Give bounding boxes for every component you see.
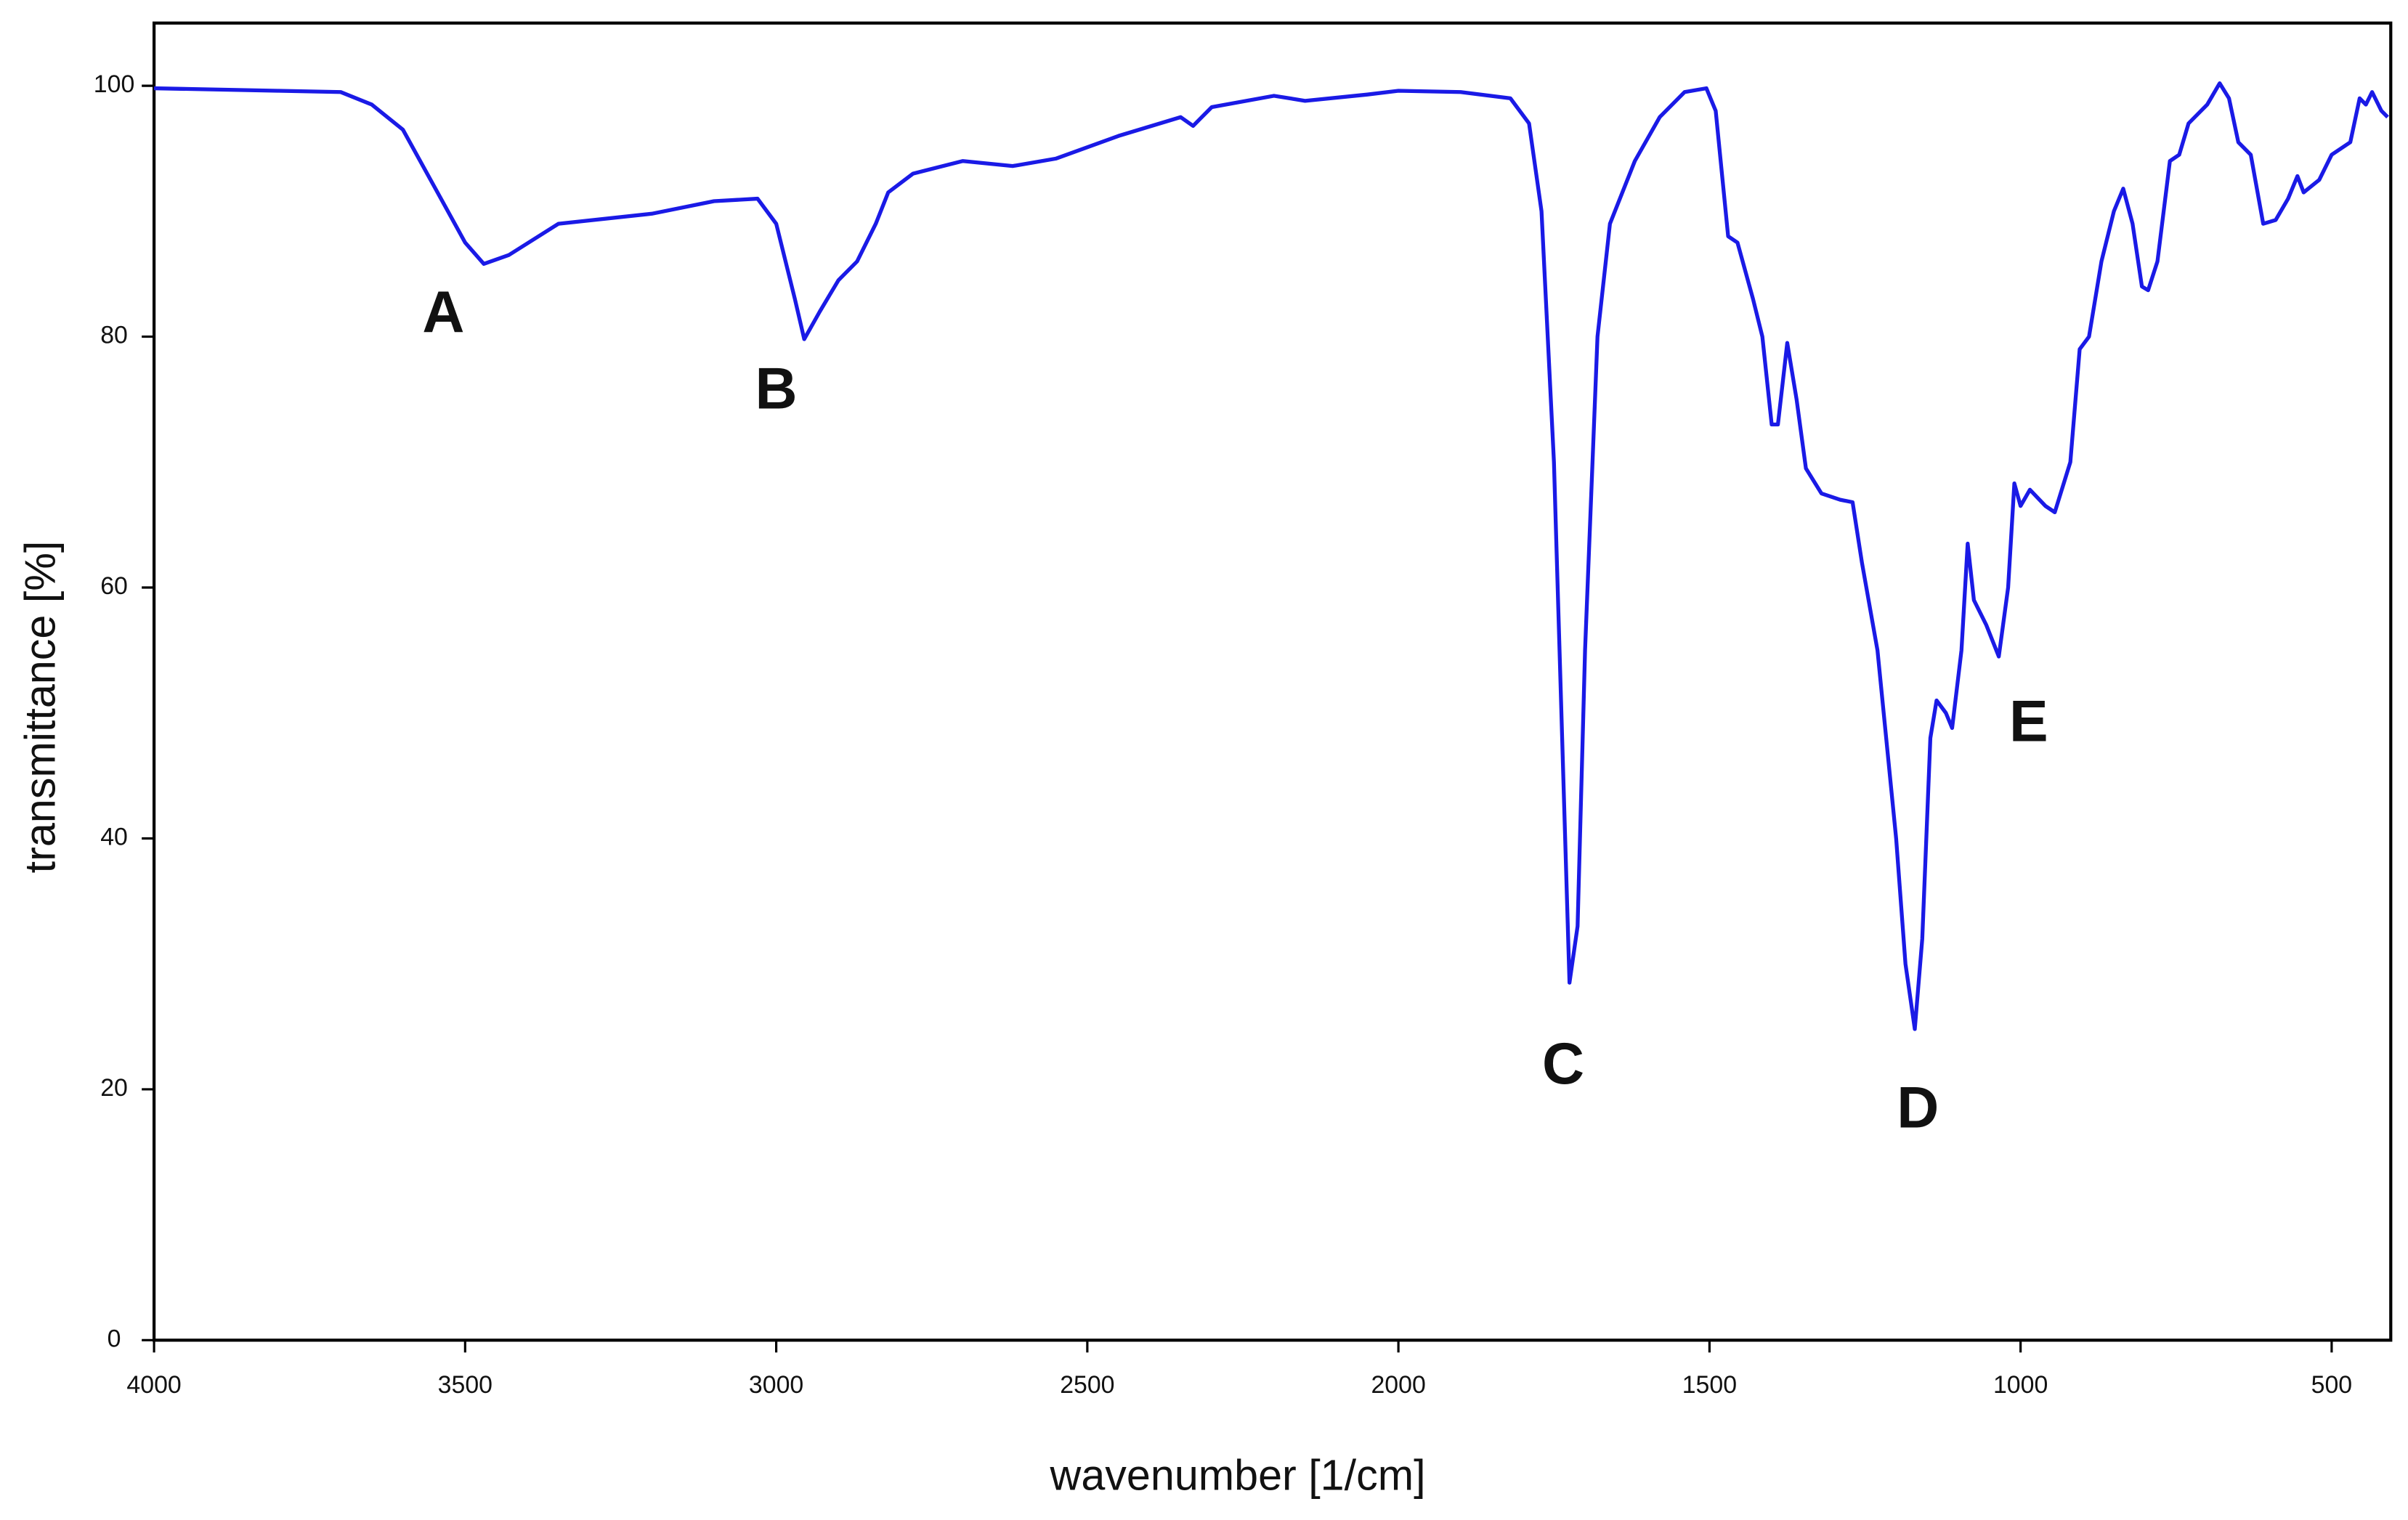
x-tick-label: 3000: [749, 1371, 803, 1399]
x-tick-label: 500: [2311, 1371, 2353, 1399]
y-tick-label: 60: [100, 572, 128, 600]
y-tick-label: 40: [100, 823, 128, 850]
x-tick-label: 2500: [1060, 1371, 1114, 1399]
x-tick-label: 3500: [438, 1371, 492, 1399]
peak-label: D: [1897, 1075, 1939, 1140]
y-tick-label: 80: [100, 322, 128, 349]
x-tick-label: 1000: [1993, 1371, 2048, 1399]
x-tick-label: 2000: [1371, 1371, 1425, 1399]
x-tick-label: 1500: [1682, 1371, 1737, 1399]
y-tick-label: 20: [100, 1074, 128, 1102]
peak-label: B: [755, 357, 798, 422]
spectrum-line: [154, 81, 2389, 1031]
x-tick-label: 4000: [126, 1371, 181, 1399]
y-tick-label: 100: [94, 70, 135, 98]
y-axis-title: transmittance [%]: [15, 541, 64, 874]
peak-label: A: [422, 280, 464, 345]
x-axis-title: wavenumber [1/cm]: [1050, 1451, 1426, 1500]
peak-label: E: [2009, 688, 2048, 754]
y-tick-label: 0: [108, 1325, 121, 1352]
peak-label: C: [1542, 1031, 1584, 1097]
plot-frame: [152, 21, 2393, 1342]
